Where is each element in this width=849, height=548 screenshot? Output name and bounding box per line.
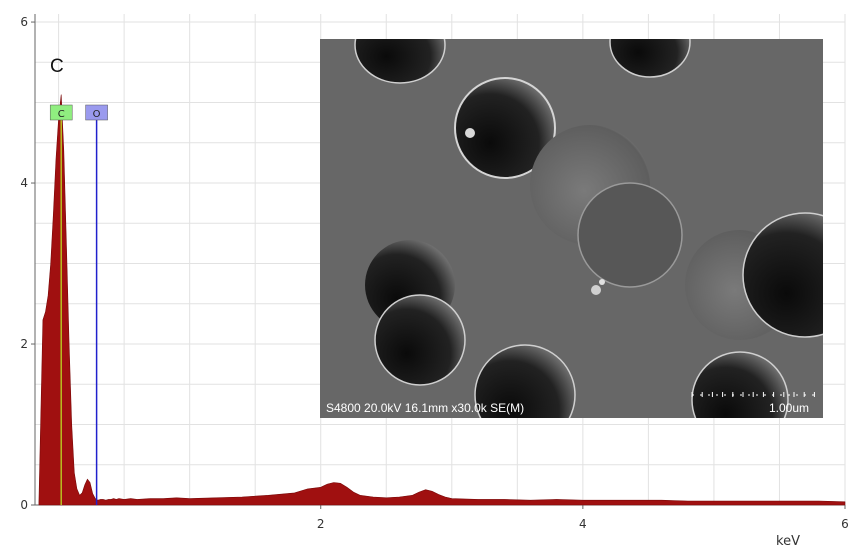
marker-box-c — [49, 104, 73, 121]
scale-bar-label: 1.00um — [769, 401, 809, 415]
x-axis-label: keV — [776, 534, 800, 548]
y-tick-label: 2 — [20, 337, 28, 351]
y-tick-label: 6 — [20, 15, 28, 29]
scale-bar — [691, 392, 815, 397]
marker-label-o: O — [93, 109, 101, 120]
marker-box-o — [85, 104, 108, 121]
y-tick-label: 0 — [20, 498, 28, 512]
axis-ticks: 0 2 4 6 2 4 6 — [20, 15, 848, 531]
y-tick-label: 4 — [20, 176, 28, 190]
x-tick-label: 4 — [579, 517, 587, 531]
x-tick-label: 6 — [841, 517, 849, 531]
sem-inset-image: S4800 20.0kV 16.1mm x30.0k SE(M) 1.00um — [320, 39, 823, 418]
sem-caption: S4800 20.0kV 16.1mm x30.0k SE(M) — [326, 401, 524, 415]
marker-label-c: C — [58, 109, 65, 120]
x-tick-label: 2 — [317, 517, 325, 531]
spectrum-area — [38, 94, 846, 506]
peak-label: C — [50, 56, 64, 77]
